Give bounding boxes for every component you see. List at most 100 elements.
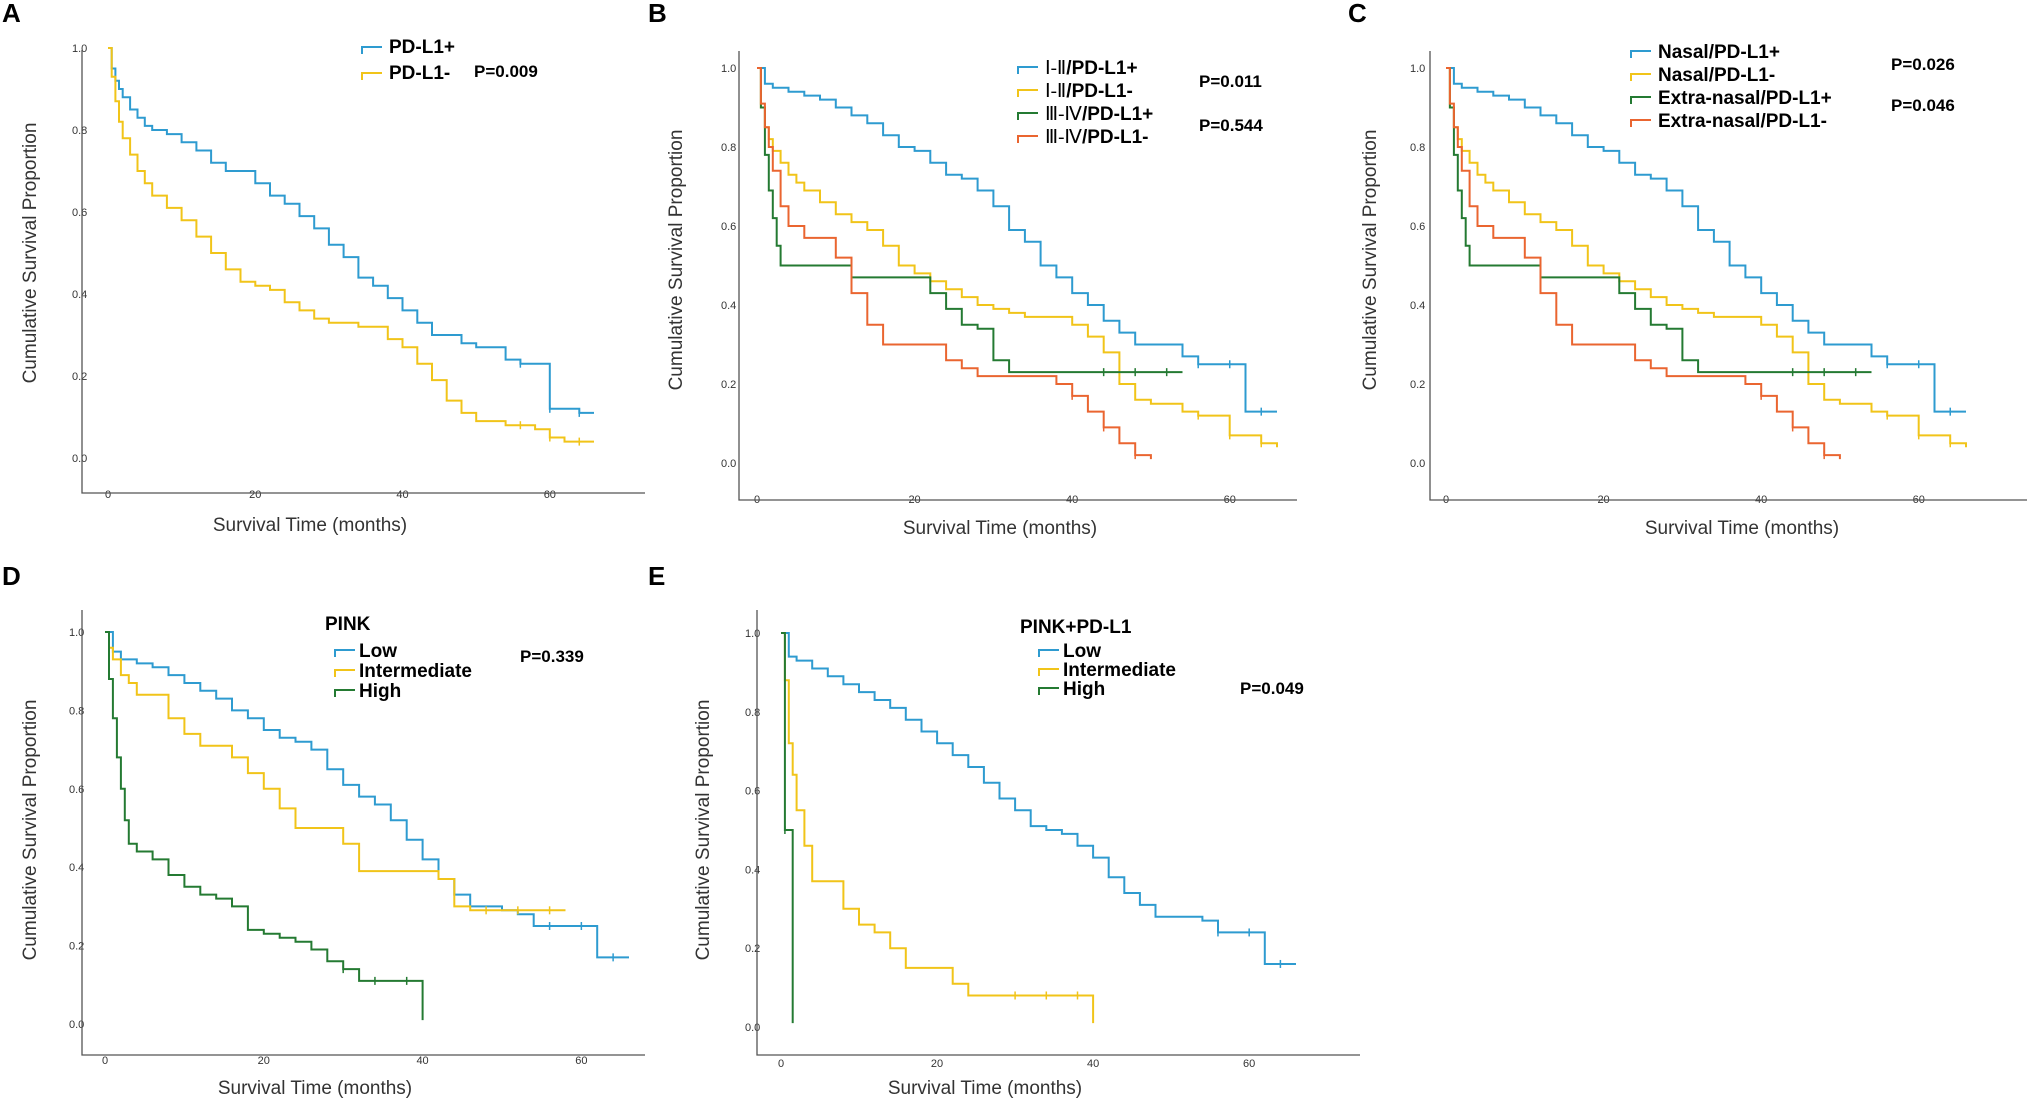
legend-label: High: [1063, 679, 1105, 700]
legend-swatch: [1017, 135, 1038, 143]
y-tick-label: 0.4: [721, 300, 736, 312]
p-value: P=0.026: [1891, 55, 1955, 74]
legend-item-nasal-pos: Nasal/PD-L1+: [1630, 42, 1780, 63]
curve-extra-nasal-pd-l1: [1446, 67, 1841, 460]
p-value: P=0.049: [1240, 679, 1304, 698]
legend-item-nasal-neg: Nasal/PD-L1-: [1630, 65, 1775, 86]
x-axis-title: Survival Time (months): [218, 1078, 412, 1099]
legend-swatch: [1017, 66, 1038, 74]
legend-swatch: [1630, 96, 1651, 104]
legend-swatch: [361, 46, 382, 54]
y-axis-title: Cumulative Survival Proportion: [20, 700, 41, 961]
curve-nasal-pd-l1: [1446, 67, 1967, 448]
y-tick-label: 0.4: [72, 289, 87, 301]
legend: PINK+PD-L1 Low Intermediate High: [1020, 617, 1176, 700]
y-tick-label: 0.8: [69, 705, 84, 717]
x-tick-label: 20: [258, 1055, 270, 1067]
y-tick-label: 0.4: [745, 864, 760, 876]
legend: PD-L1+ PD-L1-: [361, 37, 455, 84]
legend-item-intermediate: Intermediate: [334, 661, 472, 682]
x-axis-title: Survival Time (months): [888, 1078, 1082, 1099]
legend-title: PINK: [325, 614, 371, 635]
panel-letter-e: E: [648, 561, 665, 591]
legend-item-stage34-pd-l1-pos: Ⅲ-Ⅳ/PD-L1+: [1017, 104, 1153, 125]
panel-d: D Survival Time (months) Cumulative Surv…: [2, 561, 645, 1099]
panel-c: C Survival Time (months) Cumulative Surv…: [1348, 0, 2027, 539]
p-value: P=0.339: [520, 647, 584, 666]
legend-label: Nasal/PD-L1+: [1658, 42, 1780, 63]
legend-stage: Ⅰ-Ⅱ: [1045, 58, 1066, 79]
y-tick-label: 0.2: [1410, 379, 1425, 391]
tick-group: 0.00.20.40.60.81.00 20 40 60: [745, 628, 1255, 1070]
legend: PINK Low Intermediate High: [325, 614, 472, 702]
legend-item-high: High: [1038, 679, 1105, 700]
panel-a: A Survival Time (months) Cumulative Surv…: [2, 0, 645, 536]
legend-label: Intermediate: [1063, 660, 1176, 681]
x-axis-title: Survival Time (months): [213, 515, 407, 536]
legend-label: Ⅰ-Ⅱ/PD-L1+: [1045, 58, 1138, 79]
p-value: P=0.011: [1199, 72, 1262, 91]
legend-label: Low: [1063, 641, 1101, 662]
p-value: P=0.009: [474, 62, 538, 81]
y-tick-label: 0.0: [745, 1022, 760, 1034]
legend-label: Ⅲ-Ⅳ/PD-L1-: [1045, 127, 1148, 148]
legend-label: Intermediate: [359, 661, 472, 682]
y-tick-label: 0.2: [745, 943, 760, 955]
panel-b: B Survival Time (months) Cumulative Surv…: [648, 0, 1297, 539]
y-tick-label: 1.0: [721, 63, 736, 75]
y-tick-label: 0.0: [72, 453, 87, 465]
legend-item-stage12-pd-l1-neg: Ⅰ-Ⅱ/PD-L1-: [1017, 81, 1133, 102]
curve-nasal-pd-l1: [1446, 67, 1966, 413]
axis-lines: [756, 610, 1360, 1056]
curve-iii-iv-pd-l1: [757, 67, 1152, 460]
legend-group: /PD-L1+: [1082, 104, 1153, 125]
axis-lines: [81, 610, 645, 1056]
curve-group: [781, 632, 1296, 1024]
legend-label: Ⅲ-Ⅳ/PD-L1+: [1045, 104, 1153, 125]
curve-group: [1446, 67, 1967, 460]
x-tick-label: 40: [396, 489, 408, 501]
legend-label: Nasal/PD-L1-: [1658, 65, 1775, 86]
legend-group: /PD-L1+: [1066, 58, 1137, 79]
y-tick-label: 0.6: [1410, 221, 1425, 233]
panel-letter-b: B: [648, 0, 667, 28]
legend-swatch: [1630, 119, 1651, 127]
y-axis-title: Cumulative Survival Proportion: [1360, 130, 1381, 391]
legend-stage: Ⅲ-Ⅳ: [1045, 127, 1082, 148]
y-tick-label: 1.0: [72, 43, 87, 55]
x-tick-label: 60: [1243, 1058, 1255, 1070]
curve-pd-l1: [108, 47, 594, 414]
tick-group: 0.00.20.40.60.81.00 20 40 60: [69, 627, 587, 1067]
legend-item-stage34-pd-l1-neg: Ⅲ-Ⅳ/PD-L1-: [1017, 127, 1148, 148]
y-axis-title: Cumulative Survival Proportion: [20, 123, 41, 384]
p-value: P=0.544: [1199, 116, 1263, 135]
legend-group: /PD-L1-: [1082, 127, 1149, 148]
panel-e: E Survival Time (months) Cumulative Surv…: [648, 561, 1360, 1099]
x-axis-title: Survival Time (months): [903, 518, 1097, 539]
legend-swatch: [1017, 112, 1038, 120]
curve-low: [781, 632, 1296, 965]
legend-swatch: [1038, 668, 1059, 676]
y-tick-label: 0.6: [69, 784, 84, 796]
legend-stage: Ⅰ-Ⅱ: [1045, 81, 1066, 102]
legend-item-extranasal-pos: Extra-nasal/PD-L1+: [1630, 88, 1832, 109]
legend-swatch: [1017, 89, 1038, 97]
tick-group: 0.00.20.40.60.81.00 20 40 60: [721, 63, 1236, 506]
y-tick-label: 0.6: [721, 221, 736, 233]
legend-label: PD-L1+: [389, 37, 455, 58]
legend-swatch: [1038, 649, 1059, 657]
legend-swatch: [334, 689, 355, 697]
legend-swatch: [334, 669, 355, 677]
y-tick-label: 0.0: [721, 458, 736, 470]
x-axis-title: Survival Time (months): [1645, 518, 1839, 539]
y-tick-label: 0.8: [1410, 142, 1425, 154]
y-axis-title: Cumulative Survival Proportion: [693, 700, 714, 961]
y-tick-label: 0.2: [72, 371, 87, 383]
y-tick-label: 1.0: [69, 627, 84, 639]
y-tick-label: 0.8: [721, 142, 736, 154]
curve-intermediate: [105, 631, 566, 912]
legend-item-pd-l1-pos: PD-L1+: [361, 37, 455, 58]
curve-high: [781, 632, 794, 1024]
legend-label: Extra-nasal/PD-L1-: [1658, 111, 1827, 132]
